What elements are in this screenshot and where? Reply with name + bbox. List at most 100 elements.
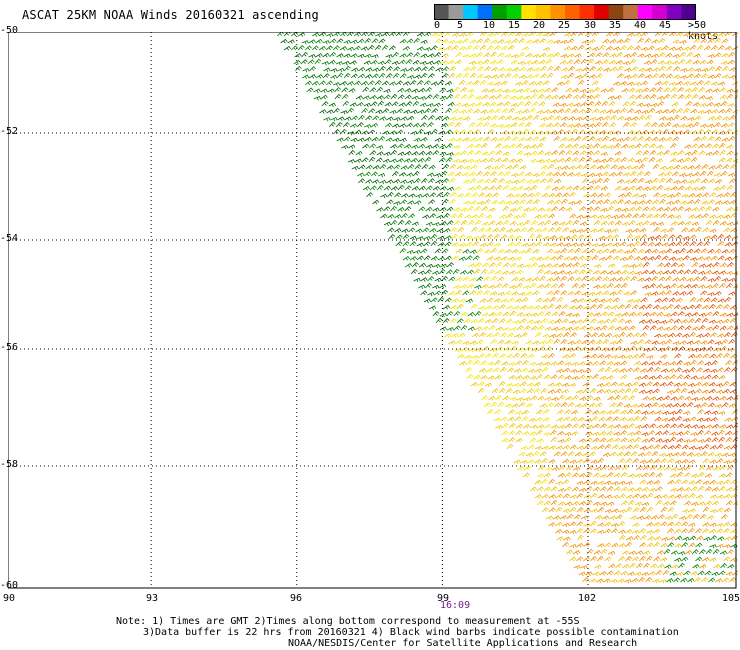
wind-barb xyxy=(504,290,512,296)
wind-barb xyxy=(638,319,647,325)
wind-barb xyxy=(462,290,470,296)
wind-barb xyxy=(442,198,449,205)
wind-barb xyxy=(435,179,443,184)
wind-barb xyxy=(685,59,693,65)
wind-barb xyxy=(572,219,580,226)
wind-barb xyxy=(655,109,663,115)
wind-barb xyxy=(443,212,450,219)
wind-barb xyxy=(642,206,650,212)
wind-barb xyxy=(593,150,601,156)
wind-barb xyxy=(430,81,439,86)
wind-barb xyxy=(678,466,686,472)
wind-barb xyxy=(711,500,720,506)
wind-barb xyxy=(458,333,466,338)
wind-barb xyxy=(715,304,723,310)
wind-barb xyxy=(558,424,566,430)
wind-barb xyxy=(459,270,468,275)
wind-barb xyxy=(628,220,636,226)
wind-barb xyxy=(606,282,614,289)
wind-barb xyxy=(713,347,721,352)
wind-barb xyxy=(676,130,684,136)
wind-barb xyxy=(677,325,685,331)
wind-barb xyxy=(716,353,723,359)
wind-barb xyxy=(542,417,550,422)
colorbar-segment xyxy=(506,4,522,20)
wind-barb xyxy=(604,556,612,562)
wind-barb xyxy=(562,367,571,373)
wind-barb xyxy=(407,164,415,170)
wind-barb xyxy=(473,360,481,366)
wind-barb xyxy=(611,444,619,450)
colorbar-tick-label: 25 xyxy=(558,20,571,31)
wind-barb xyxy=(409,79,417,86)
wind-barb xyxy=(555,521,563,527)
wind-barb xyxy=(537,395,545,401)
wind-barb xyxy=(691,424,699,429)
wind-barb xyxy=(631,381,639,387)
wind-barb xyxy=(332,45,340,51)
wind-barb xyxy=(539,403,547,408)
wind-barb xyxy=(534,214,542,220)
wind-barb xyxy=(519,116,527,122)
wind-barb xyxy=(483,52,491,58)
wind-barb xyxy=(365,164,373,170)
wind-barb xyxy=(596,578,604,584)
wind-barb xyxy=(712,548,720,555)
wind-barb xyxy=(475,347,483,352)
wind-barb xyxy=(720,60,728,66)
wind-barb xyxy=(552,171,561,177)
wind-barb xyxy=(678,346,686,352)
wind-barb xyxy=(579,396,587,402)
wind-barb xyxy=(490,136,498,142)
wind-barb xyxy=(573,59,581,65)
wind-barb xyxy=(634,109,642,114)
wind-barb xyxy=(719,184,727,191)
wind-barb xyxy=(574,136,582,142)
wind-barb xyxy=(645,67,653,73)
wind-barb xyxy=(581,291,589,297)
wind-barb xyxy=(716,480,724,486)
wind-barb xyxy=(425,150,433,156)
wind-barb xyxy=(718,570,726,576)
wind-barb xyxy=(510,345,518,352)
wind-barb xyxy=(644,136,652,142)
wind-barb xyxy=(714,172,722,178)
wind-barb xyxy=(483,276,491,282)
wind-barb xyxy=(562,522,570,528)
wind-barb xyxy=(708,382,716,387)
wind-barb xyxy=(728,75,737,80)
wind-barb xyxy=(460,219,468,226)
wind-barb xyxy=(353,45,361,51)
wind-barb xyxy=(702,522,710,527)
wind-barb xyxy=(467,283,475,289)
wind-barb xyxy=(653,213,661,219)
wind-barb xyxy=(540,164,548,170)
wind-barb xyxy=(618,493,626,499)
wind-barb xyxy=(607,311,615,317)
wind-barb xyxy=(656,221,665,227)
wind-barb xyxy=(689,296,697,303)
wind-barb xyxy=(590,353,598,359)
wind-barb xyxy=(526,179,534,184)
wind-barb xyxy=(654,298,662,303)
wind-barb xyxy=(629,171,637,177)
wind-barb xyxy=(453,86,460,93)
wind-barb xyxy=(340,128,347,135)
wind-barb xyxy=(460,150,468,156)
wind-barb xyxy=(725,500,733,506)
wind-barb xyxy=(532,73,540,79)
wind-barb xyxy=(709,522,717,528)
wind-barb xyxy=(546,248,554,254)
wind-barb xyxy=(696,256,705,261)
wind-barb xyxy=(640,416,648,422)
wind-barb xyxy=(628,144,636,150)
wind-barb xyxy=(588,123,596,128)
wind-barb xyxy=(649,423,656,429)
wind-barb xyxy=(518,249,526,255)
wind-barb xyxy=(502,219,510,226)
wind-barb xyxy=(590,556,597,562)
wind-barb xyxy=(594,121,602,128)
wind-barb xyxy=(490,401,498,408)
wind-barb xyxy=(572,262,580,268)
wind-barb xyxy=(344,116,352,121)
